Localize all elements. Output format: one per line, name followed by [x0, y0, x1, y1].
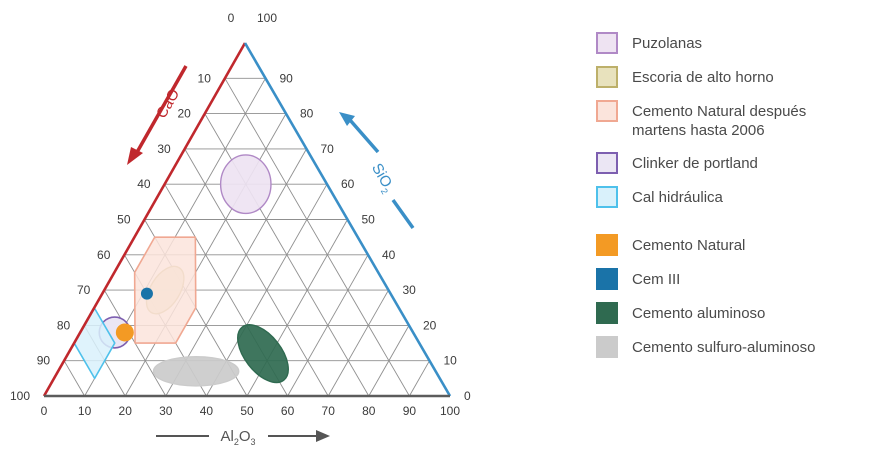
tick-cao: 0: [228, 11, 235, 25]
point-cem-iii: [141, 288, 153, 300]
cao-arrow-head: [127, 147, 143, 165]
legend-point-group: Cemento Natural Cem III Cemento aluminoso C…: [596, 234, 871, 358]
legend-label: Cemento Natural: [632, 234, 745, 255]
tick-al2o3: 30: [159, 404, 173, 418]
tick-sio2: 80: [300, 107, 314, 121]
legend-label: Clinker de portland: [632, 152, 758, 173]
tick-al2o3: 80: [362, 404, 376, 418]
tick-cao: 60: [97, 248, 111, 262]
tick-cao: 30: [157, 142, 171, 156]
tick-al2o3: 90: [403, 404, 417, 418]
tick-sio2: 70: [321, 142, 335, 156]
tick-al2o3: 50: [240, 404, 254, 418]
tick-sio2: 0: [464, 389, 471, 403]
legend-label: Cemento sulfuro-aluminoso: [632, 336, 815, 357]
region-puzolanas: [221, 155, 271, 213]
tick-al2o3: 10: [78, 404, 92, 418]
ternary-chart: 0 10 20 30 40 50 60 70 80 90 100010203040506070809…: [0, 0, 590, 456]
legend-label: Cal hidráulica: [632, 186, 723, 207]
grid-line-al2o3: [409, 361, 429, 396]
tick-al2o3: 70: [322, 404, 336, 418]
tick-sio2: 40: [382, 248, 396, 262]
tick-al2o3: 60: [281, 404, 295, 418]
legend-label: Cemento aluminoso: [632, 302, 765, 323]
legend-item: Escoria de alto horno: [596, 66, 871, 88]
al2o3-arrow-head: [316, 430, 330, 442]
legend-swatch: [596, 336, 618, 358]
legend-item: Clinker de portland: [596, 152, 871, 174]
legend-label: Cem III: [632, 268, 680, 289]
tick-sio2: 90: [280, 71, 294, 85]
tick-sio2: 100: [257, 11, 277, 25]
legend-label: Cemento Natural después martens hasta 20…: [632, 100, 806, 140]
tick-cao: 10: [198, 71, 212, 85]
legend-swatch: [596, 234, 618, 256]
tick-cao: 40: [137, 177, 151, 191]
legend-label: Puzolanas: [632, 32, 702, 53]
legend-swatch: [596, 100, 618, 122]
legend-spacer: [596, 220, 871, 234]
sio2-arrow-line-top: [350, 120, 378, 152]
grid-line-cao: [64, 361, 85, 396]
axis-title-sio2: SiO2: [366, 160, 397, 196]
legend-item: Cemento aluminoso: [596, 302, 871, 324]
tick-sio2: 30: [403, 283, 417, 297]
tick-sio2: 50: [362, 213, 376, 227]
legend-item: Cem III: [596, 268, 871, 290]
composition-regions: [74, 155, 298, 391]
tick-al2o3: 20: [119, 404, 133, 418]
legend: Puzolanas Escoria de alto horno Cemento Na…: [596, 32, 871, 370]
legend-swatch: [596, 186, 618, 208]
tick-sio2: 10: [444, 354, 458, 368]
legend-swatch: [596, 268, 618, 290]
legend-swatch: [596, 66, 618, 88]
legend-swatch: [596, 302, 618, 324]
tick-cao: 20: [177, 107, 191, 121]
tick-al2o3: 40: [200, 404, 214, 418]
region-cemento-aluminoso: [228, 316, 298, 392]
legend-item: Cemento Natural después martens hasta 20…: [596, 100, 871, 140]
legend-label: Escoria de alto horno: [632, 66, 774, 87]
tick-al2o3: 0: [41, 404, 48, 418]
legend-item: Puzolanas: [596, 32, 871, 54]
legend-swatch: [596, 152, 618, 174]
tick-cao: 80: [57, 318, 71, 332]
axis-title-al2o3: Al2O3: [220, 428, 255, 447]
sio2-arrow-line-bottom: [393, 200, 413, 228]
grid-line-al2o3: [328, 290, 388, 396]
tick-cao: 90: [37, 354, 51, 368]
tick-cao: 70: [77, 283, 91, 297]
legend-item: Cemento sulfuro-aluminoso: [596, 336, 871, 358]
tick-sio2: 60: [341, 177, 355, 191]
legend-swatch: [596, 32, 618, 54]
tick-al2o3: 100: [440, 404, 460, 418]
point-cemento-natural: [116, 323, 134, 341]
legend-item: Cemento Natural: [596, 234, 871, 256]
tick-cao: 100: [10, 389, 30, 403]
region-cemento-sulfuro-aluminoso: [153, 357, 238, 386]
legend-region-group: Puzolanas Escoria de alto horno Cemento Na…: [596, 32, 871, 208]
tick-sio2: 20: [423, 318, 437, 332]
legend-item: Cal hidráulica: [596, 186, 871, 208]
tick-cao: 50: [117, 213, 131, 227]
